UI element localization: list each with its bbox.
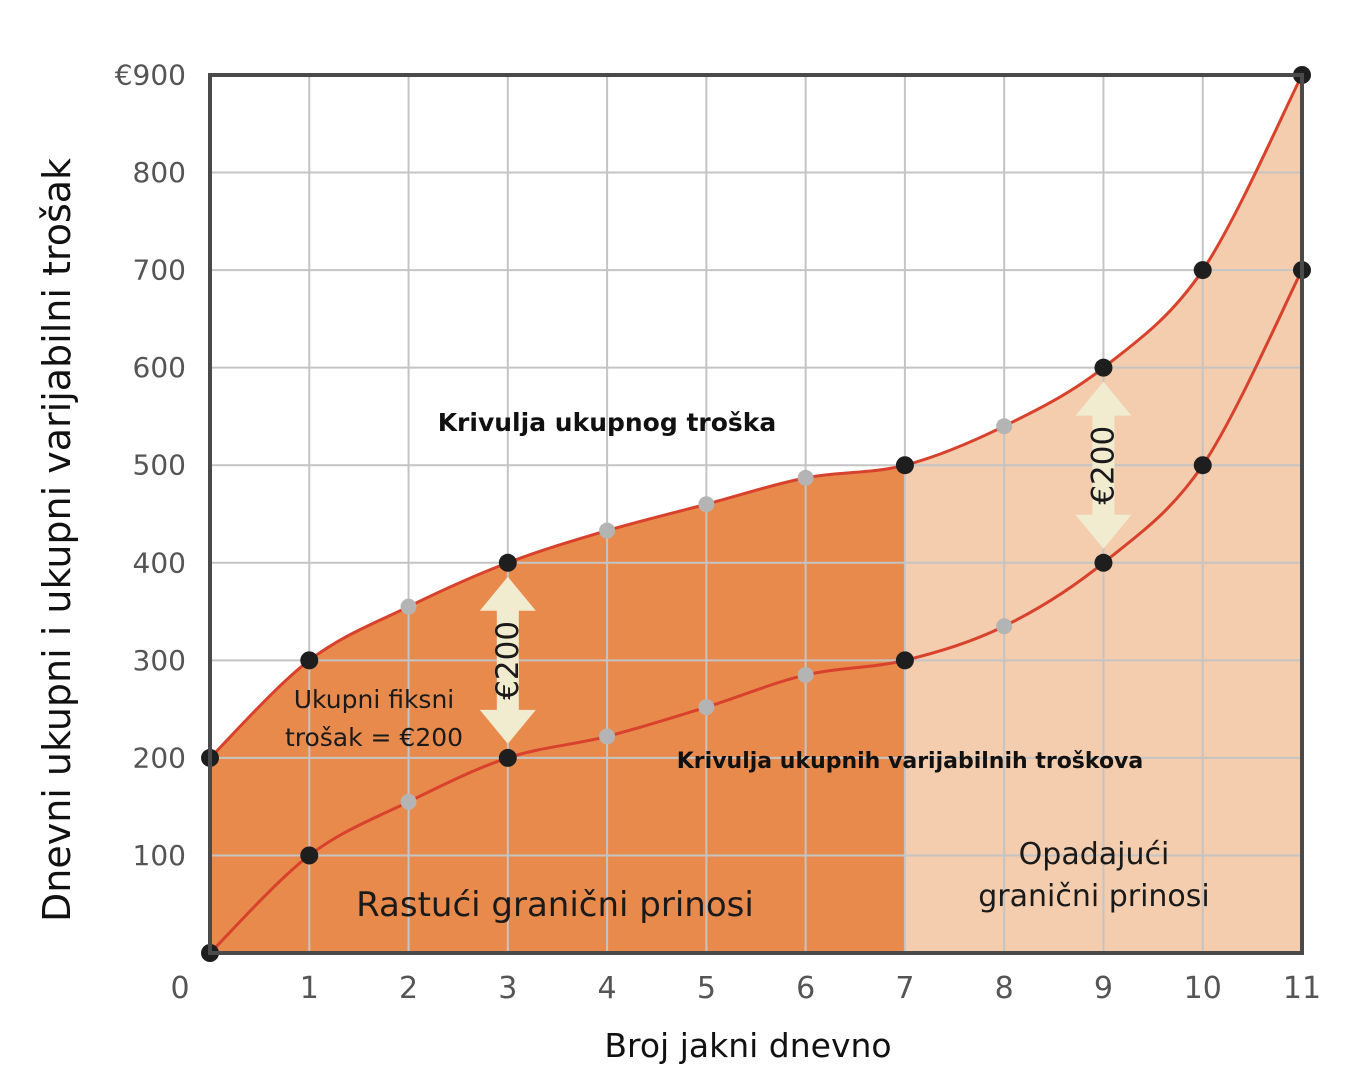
y-tick-label-700: 700 — [133, 254, 186, 287]
variable-cost-point-8 — [996, 618, 1013, 635]
y-tick-label-800: 800 — [133, 156, 186, 189]
x-tick-label-4: 4 — [598, 971, 617, 1006]
variable-cost-point-6 — [797, 666, 814, 683]
total-cost-point-4 — [599, 522, 616, 539]
diminishing-returns-region-label-line-1: Opadajući — [1019, 837, 1170, 872]
total-cost-line — [208, 74, 1304, 759]
fixed-cost-arrow-2 — [1075, 381, 1132, 549]
x-tick-label-6: 6 — [796, 971, 815, 1006]
x-tick-label-9: 9 — [1094, 971, 1113, 1006]
fixed-cost-label-line-1: Ukupni fiksni — [294, 685, 455, 714]
variable-cost-point-3 — [498, 748, 517, 767]
x-tick-label-10: 10 — [1184, 971, 1222, 1006]
region-increasing-returns-area — [210, 465, 905, 953]
total-cost-point-1 — [300, 651, 319, 670]
variable-cost-point-5 — [698, 699, 715, 716]
y-tick-label-400: 400 — [133, 546, 186, 579]
total-cost-point-9 — [1094, 358, 1113, 377]
x-tick-label-0: 0 — [170, 971, 189, 1006]
total-cost-point-3 — [498, 553, 517, 572]
plot-frame — [208, 73, 1304, 955]
variable-cost-point-7 — [895, 651, 914, 670]
y-tick-label-200: 200 — [133, 741, 186, 774]
fixed-cost-arrow-1 — [479, 576, 536, 744]
y-tick-label-300: 300 — [133, 644, 186, 677]
lines-layer — [208, 74, 1304, 955]
total-cost-point-8 — [996, 418, 1013, 435]
ticks-layer: 100 200 300 400 500 600 700 800 €900 0 1 2 3 4 5 6 7 8 9 10… — [115, 59, 1321, 1007]
arrows-layer: €200 €200 — [479, 381, 1132, 744]
total-cost-point-10 — [1193, 261, 1212, 280]
y-axis-title: Dnevni ukupni i ukupni varijabilni troša… — [35, 158, 79, 922]
y-tick-label-100: 100 — [133, 839, 186, 872]
variable-cost-point-4 — [599, 728, 616, 745]
total-cost-point-5 — [698, 496, 715, 513]
diminishing-returns-region-label-line-2: granični prinosi — [978, 879, 1210, 914]
x-tick-label-3: 3 — [498, 971, 517, 1006]
variable-cost-point-10 — [1193, 456, 1212, 475]
fixed-cost-label-line-2: trošak = €200 — [285, 723, 463, 752]
total-cost-curve-label: Krivulja ukupnog troška — [438, 408, 777, 437]
total-cost-point-2 — [400, 598, 417, 615]
total-cost-point-6 — [797, 469, 814, 486]
fixed-cost-arrow-label-1: €200 — [490, 621, 526, 700]
total-cost-point-7 — [895, 456, 914, 475]
variable-cost-curve-label: Krivulja ukupnih varijabilnih troškova — [677, 749, 1144, 774]
fixed-cost-arrow-label-2: €200 — [1085, 426, 1121, 505]
x-tick-label-5: 5 — [697, 971, 716, 1006]
variable-cost-point-9 — [1094, 553, 1113, 572]
y-tick-label-500: 500 — [133, 449, 186, 482]
x-tick-label-11: 11 — [1283, 971, 1321, 1006]
x-tick-label-2: 2 — [399, 971, 418, 1006]
variable-cost-point-2 — [400, 793, 417, 810]
y-tick-label-900: €900 — [115, 59, 186, 92]
x-axis-title: Broj jakni dnevno — [604, 1026, 891, 1065]
x-tick-label-7: 7 — [895, 971, 914, 1006]
x-tick-label-1: 1 — [300, 971, 319, 1006]
x-tick-label-8: 8 — [995, 971, 1014, 1006]
variable-cost-line — [208, 269, 1304, 955]
regions-layer — [210, 75, 1302, 953]
y-tick-label-600: 600 — [133, 351, 186, 384]
variable-cost-point-1 — [300, 846, 319, 865]
increasing-returns-region-label: Rastući granični prinosi — [356, 885, 754, 925]
